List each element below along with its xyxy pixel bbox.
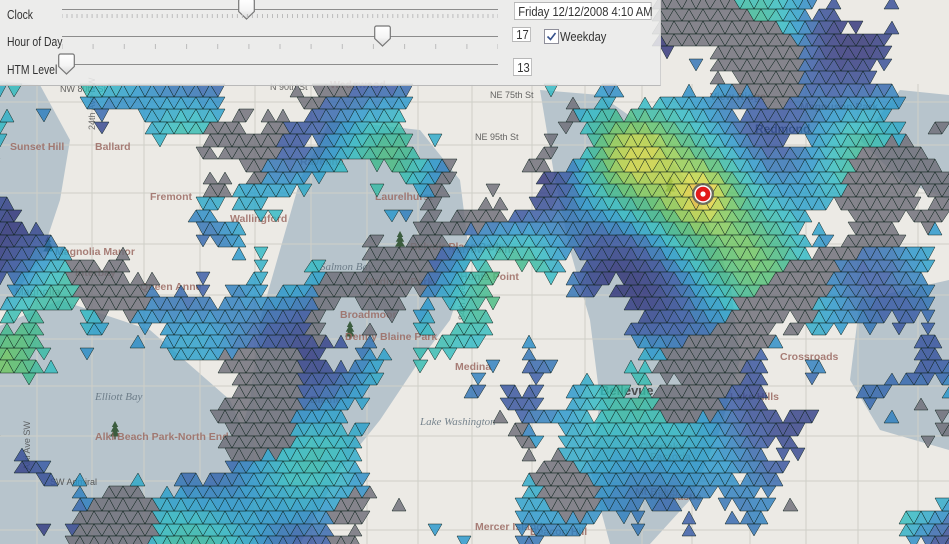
svg-text:Lake Washington: Lake Washington bbox=[419, 416, 496, 428]
svg-text:NE 75th St: NE 75th St bbox=[490, 90, 534, 100]
svg-text:Sunset Hill: Sunset Hill bbox=[10, 141, 64, 153]
svg-text:Ballard: Ballard bbox=[95, 141, 131, 153]
svg-text:Alki Beach Park-North End: Alki Beach Park-North End bbox=[95, 431, 229, 443]
svg-text:Fremont: Fremont bbox=[150, 191, 193, 203]
svg-text:Medina: Medina bbox=[455, 361, 491, 373]
svg-text:Elliott Bay: Elliott Bay bbox=[94, 391, 142, 403]
svg-text:NE 95th St: NE 95th St bbox=[475, 132, 519, 142]
